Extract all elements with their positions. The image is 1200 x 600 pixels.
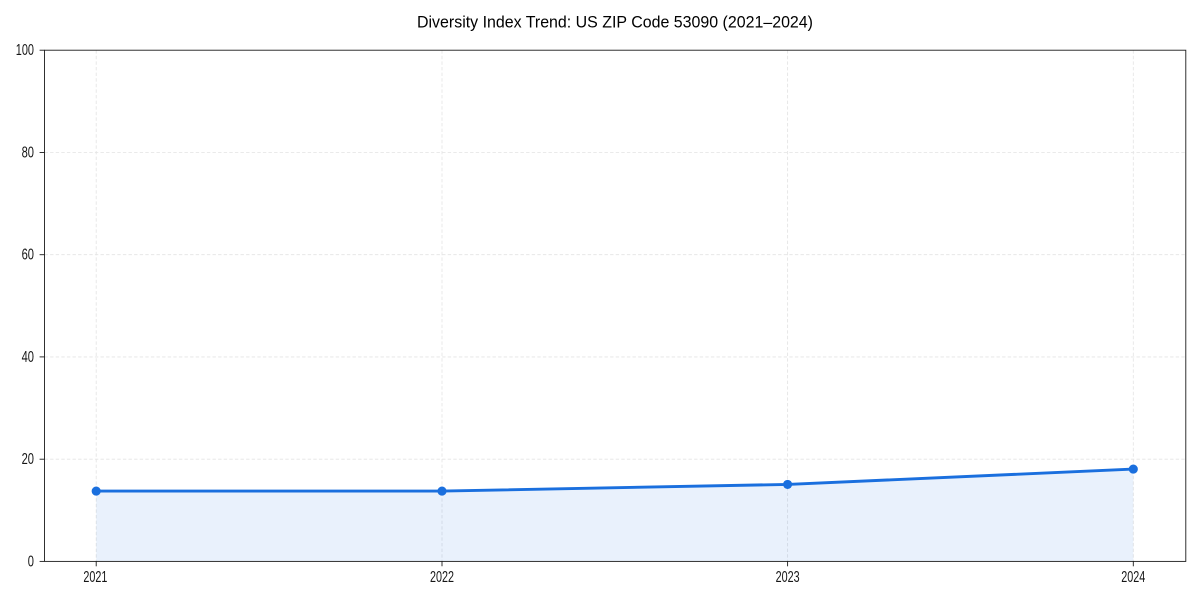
svg-text:2023: 2023 [776, 569, 800, 586]
svg-text:60: 60 [22, 247, 35, 264]
svg-text:40: 40 [22, 349, 35, 366]
svg-text:0: 0 [28, 553, 34, 570]
svg-text:Diversity Index Trend: US ZIP: Diversity Index Trend: US ZIP Code 53090… [417, 12, 813, 31]
svg-text:80: 80 [22, 145, 35, 162]
svg-text:2021: 2021 [83, 569, 107, 586]
svg-text:100: 100 [16, 42, 34, 59]
svg-text:2022: 2022 [430, 569, 454, 586]
svg-text:20: 20 [22, 451, 35, 468]
svg-text:2024: 2024 [1121, 569, 1145, 586]
